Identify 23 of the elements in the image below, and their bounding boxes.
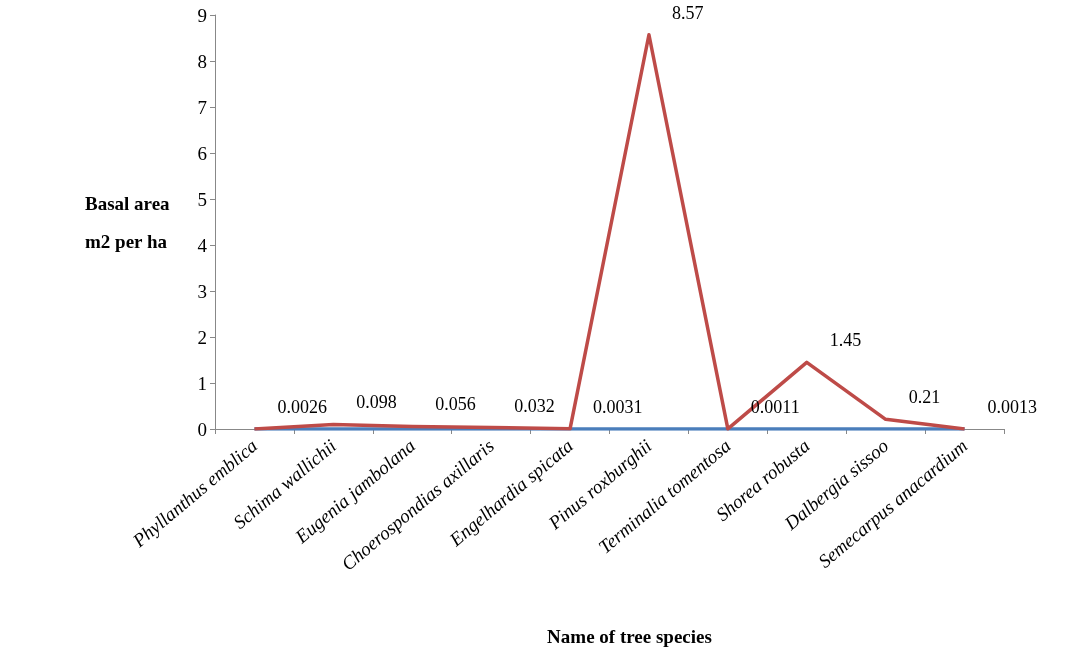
- data-label: 8.57: [671, 2, 704, 23]
- y-tick-label: 7: [197, 96, 207, 118]
- y-tick-label: 1: [197, 372, 207, 394]
- data-label: 0.21: [908, 387, 941, 408]
- y-tick-label: 2: [197, 326, 207, 348]
- line-series: [252, 33, 967, 431]
- y-tick-label: 9: [197, 4, 207, 26]
- data-label: 0.0011: [750, 396, 800, 417]
- data-label: 0.0031: [593, 396, 643, 417]
- data-label: 0.056: [435, 394, 476, 415]
- data-label: 0.0013: [987, 396, 1038, 417]
- y-tick-label: 3: [197, 280, 207, 302]
- y-tick-label: 4: [197, 234, 208, 256]
- x-axis-title: Name of tree species: [547, 626, 712, 647]
- data-label: 1.45: [829, 330, 862, 351]
- data-label: 0.098: [356, 392, 397, 413]
- y-tick-label: 8: [197, 50, 207, 72]
- y-tick-label: 5: [197, 188, 207, 210]
- data-label: 0.0026: [277, 396, 327, 417]
- y-tick-label: 0: [197, 418, 207, 440]
- data-label: 0.032: [514, 395, 555, 416]
- y-axis-title: Basal area m2 per ha: [85, 192, 171, 252]
- y-tick-label: 6: [197, 142, 207, 164]
